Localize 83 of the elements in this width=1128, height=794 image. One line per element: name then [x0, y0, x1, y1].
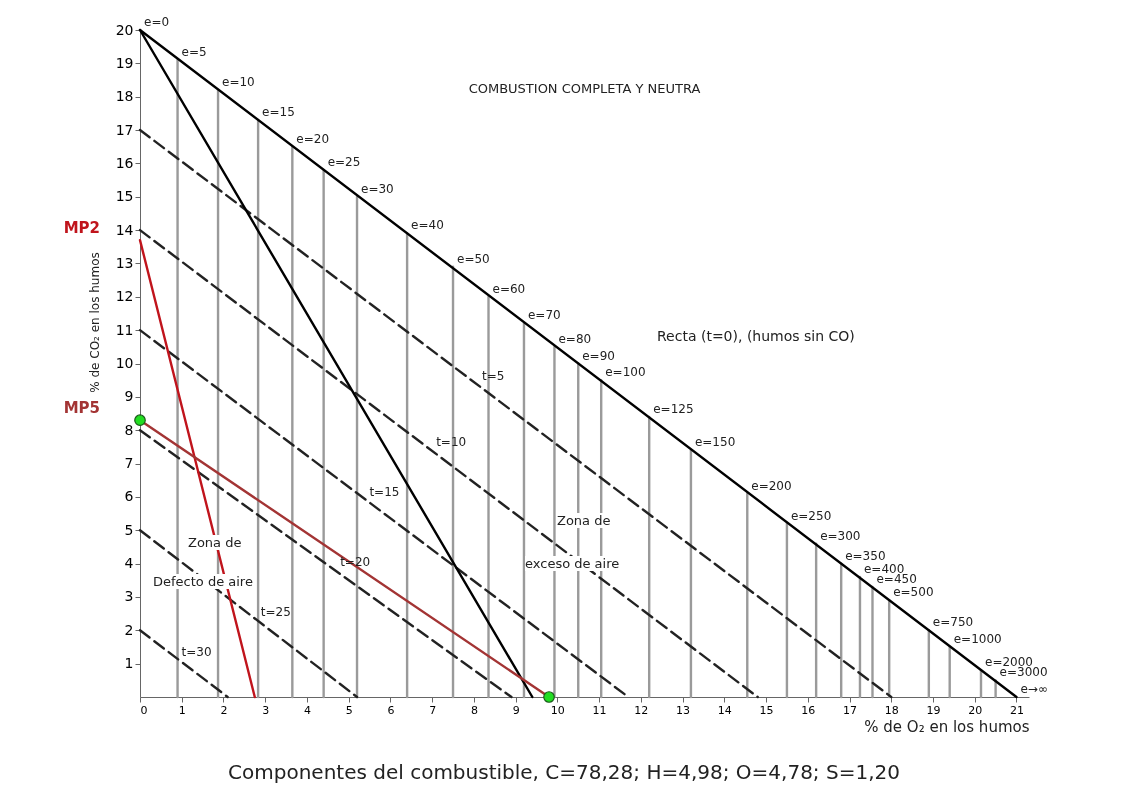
annotation: e=50 — [457, 251, 490, 266]
annotation: e=3000 — [999, 665, 1048, 680]
y-tick-label: 12 — [115, 288, 134, 305]
annotation: t=30 — [181, 645, 212, 660]
y-tick-label: 15 — [115, 188, 134, 205]
annotation: e=20 — [296, 131, 330, 146]
x-tick-label: 12 — [634, 703, 649, 717]
annotation: Zona de — [188, 535, 242, 550]
x-tick-label: 9 — [512, 703, 520, 717]
annotation: t=10 — [436, 435, 467, 450]
y-tick-label: 3 — [124, 588, 134, 605]
annotation: e=125 — [653, 401, 694, 416]
x-tick-label: 7 — [429, 703, 437, 717]
x-tick-label: 16 — [801, 703, 816, 717]
y-tick-label: 18 — [115, 88, 134, 105]
annotation: e=5 — [181, 45, 207, 60]
x-axis-title: % de O₂ en los humos — [864, 717, 1030, 736]
annotation: Recta (t=0), (humos sin CO) — [657, 328, 855, 344]
x-tick-label: 5 — [345, 703, 353, 717]
annotation: e=90 — [582, 348, 615, 363]
annotation: e=200 — [751, 478, 792, 493]
y-tick-label: 10 — [115, 355, 134, 371]
x-tick-label: 4 — [303, 703, 311, 717]
x-tick-label: 17 — [843, 703, 858, 717]
annotation: t=15 — [369, 485, 400, 500]
text: MP2 — [63, 219, 100, 238]
annotation: e=25 — [327, 155, 361, 170]
annotation: e=30 — [361, 181, 394, 196]
annotation: e→∞ — [1020, 682, 1048, 696]
y-tick-label: 5 — [124, 521, 134, 538]
text: Componentes del combustible, C=78,28; H=4,98; O=4,78; S=1,20 — [227, 760, 901, 784]
x-tick-label: 2 — [220, 703, 228, 717]
text: COMBUSTION COMPLETA Y NEUTRA — [468, 81, 701, 96]
annotation: e=10 — [222, 75, 255, 90]
y-tick-label: 16 — [115, 154, 134, 171]
text: MP5 — [63, 399, 100, 418]
y-tick-label: 20 — [115, 21, 134, 38]
y-tick-label: 2 — [124, 621, 134, 638]
x-tick-label: 6 — [387, 703, 395, 717]
x-tick-label: 13 — [676, 703, 691, 717]
x-tick-label: 0 — [140, 703, 148, 717]
x-tick-label: 11 — [592, 703, 607, 717]
x-tick-label: 18 — [884, 703, 899, 717]
y-tick-label: 14 — [115, 221, 134, 238]
annotation: e=500 — [893, 585, 934, 600]
annotation: e=750 — [932, 615, 974, 630]
annotation: exceso de aire — [525, 556, 620, 571]
x-tick-label: 1 — [178, 703, 186, 717]
x-tick-label: 14 — [717, 703, 732, 717]
y-tick-label: 13 — [115, 254, 134, 271]
annotation: e=80 — [558, 331, 592, 346]
y-tick-label: 6 — [124, 488, 134, 505]
annotation: e=40 — [411, 218, 444, 233]
y-tick-label: 19 — [115, 54, 134, 71]
annotation: e=70 — [527, 308, 561, 323]
annotation: e=60 — [492, 281, 526, 296]
annotation: t=5 — [482, 368, 505, 383]
y-tick-label: 11 — [115, 321, 134, 338]
annotation: e=300 — [820, 528, 861, 543]
annotation: t=25 — [260, 605, 291, 620]
x-tick-label: 8 — [470, 703, 478, 717]
x-tick-label: 19 — [926, 703, 941, 717]
annotation: e=100 — [605, 365, 646, 380]
annotation: e=150 — [694, 435, 736, 450]
x-tick-label: 10 — [550, 703, 565, 717]
annotation: Zona de — [557, 513, 611, 528]
y-tick-label: 17 — [115, 121, 134, 138]
y-axis-title: % de CO₂ en los humos — [87, 252, 102, 393]
annotation: e=1000 — [953, 631, 1002, 646]
annotation: e=15 — [262, 105, 295, 120]
annotation: Defecto de aire — [153, 574, 253, 589]
x-tick-label: 15 — [759, 703, 774, 717]
annotation: e=0 — [144, 15, 170, 29]
annotation: e=350 — [845, 548, 886, 563]
x-tick-label: 3 — [262, 703, 270, 717]
x-tick-label: 21 — [1009, 703, 1024, 717]
y-tick-label: 8 — [124, 421, 134, 438]
y-tick-label: 7 — [124, 455, 134, 472]
x-tick-label: 20 — [968, 703, 983, 717]
annotation: e=250 — [790, 508, 832, 523]
y-tick-label: 1 — [124, 655, 134, 672]
y-tick-label: 9 — [124, 388, 134, 405]
y-tick-label: 4 — [124, 555, 134, 572]
